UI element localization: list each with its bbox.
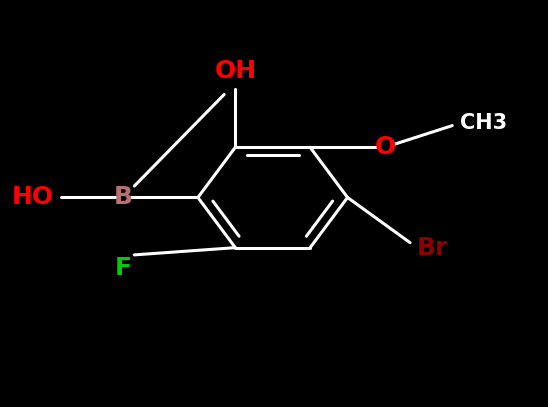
Text: OH: OH bbox=[214, 59, 256, 83]
Text: Br: Br bbox=[417, 236, 448, 260]
Text: B: B bbox=[113, 186, 133, 210]
Text: O: O bbox=[374, 135, 396, 159]
Text: HO: HO bbox=[12, 186, 54, 210]
Text: CH3: CH3 bbox=[460, 113, 507, 133]
Text: F: F bbox=[115, 256, 132, 280]
